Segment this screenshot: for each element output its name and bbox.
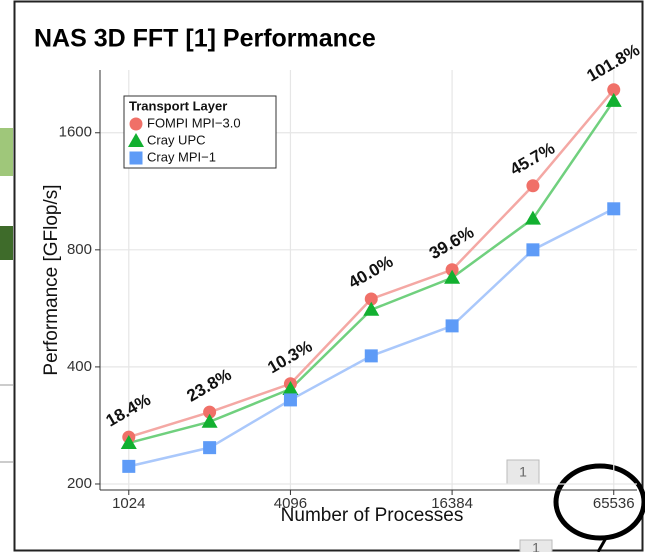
y-tick-label: 800 bbox=[67, 241, 92, 258]
marker bbox=[120, 434, 137, 449]
x-tick-label: 16384 bbox=[431, 495, 473, 512]
page-badge-label: 1 bbox=[519, 464, 527, 480]
legend-title: Transport Layer bbox=[129, 98, 227, 113]
marker bbox=[364, 349, 378, 363]
side-image bbox=[0, 226, 13, 260]
legend-box bbox=[123, 95, 277, 169]
marker bbox=[364, 292, 378, 306]
x-tick-label: 65536 bbox=[593, 495, 635, 512]
legend-label: Cray UPC bbox=[147, 132, 206, 147]
marker bbox=[201, 413, 218, 428]
y-axis-label: Performance [GFlop/s] bbox=[41, 184, 62, 375]
marker bbox=[444, 269, 461, 284]
y-tick-label: 200 bbox=[67, 475, 92, 492]
circle-highlight bbox=[553, 463, 645, 541]
marker bbox=[282, 380, 299, 395]
side-image bbox=[0, 128, 13, 176]
page-badge bbox=[519, 539, 553, 552]
marker bbox=[607, 202, 621, 216]
x-axis-label: Number of Processes bbox=[281, 505, 464, 526]
y-tick-label: 1600 bbox=[59, 124, 92, 141]
page-badge-label: 1 bbox=[532, 540, 540, 552]
marker bbox=[203, 405, 217, 419]
frame bbox=[13, 0, 644, 552]
marker bbox=[129, 117, 143, 131]
pointer-line bbox=[596, 537, 608, 552]
marker bbox=[605, 92, 622, 107]
marker bbox=[363, 301, 380, 316]
marker bbox=[122, 459, 136, 473]
chart-title: NAS 3D FFT [1] Performance bbox=[34, 25, 376, 53]
marker bbox=[445, 263, 459, 277]
x-tick-label: 1024 bbox=[112, 495, 145, 512]
marker bbox=[129, 151, 143, 165]
legend-label: Cray MPI−1 bbox=[147, 149, 216, 164]
marker bbox=[607, 83, 621, 97]
marker bbox=[526, 179, 540, 193]
marker bbox=[203, 441, 217, 455]
marker bbox=[283, 393, 297, 407]
marker bbox=[128, 133, 144, 147]
y-tick-label: 400 bbox=[67, 358, 92, 375]
x-tick-label: 4096 bbox=[274, 495, 307, 512]
marker bbox=[524, 210, 541, 225]
marker bbox=[526, 243, 540, 257]
legend-label: FOMPI MPI−3.0 bbox=[147, 115, 241, 130]
marker bbox=[445, 319, 459, 333]
